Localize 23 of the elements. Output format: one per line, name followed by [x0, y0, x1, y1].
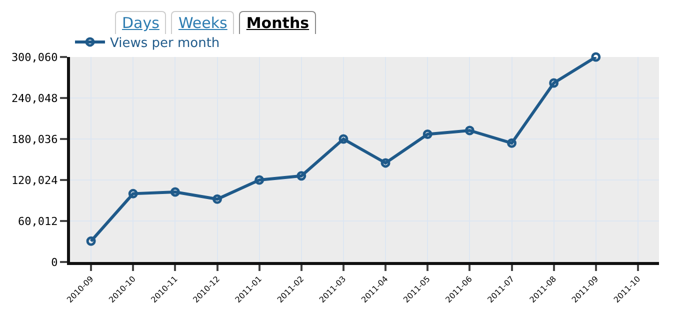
point [422, 129, 432, 139]
point [507, 138, 516, 148]
point [86, 236, 96, 246]
point [296, 171, 306, 181]
point [380, 158, 390, 168]
y-tick-label: 60,012 [18, 214, 58, 228]
point [254, 175, 264, 185]
point [128, 188, 138, 198]
y-tick-label: 300,060 [11, 50, 58, 64]
point [212, 194, 222, 204]
point [464, 126, 474, 136]
y-tick-label: 120,024 [11, 174, 58, 187]
point [170, 187, 180, 197]
y-tick-label: 180,036 [11, 132, 58, 146]
y-tick-label: 0 [51, 256, 58, 269]
legend-label: Views per month [110, 36, 220, 52]
y-tick-label: 240,048 [11, 92, 58, 105]
tab[interactable]: Months [239, 11, 316, 34]
tab[interactable]: Days [115, 11, 166, 34]
point [591, 52, 601, 62]
point [549, 78, 559, 88]
tab[interactable]: Weeks [171, 11, 234, 34]
point [338, 134, 348, 144]
